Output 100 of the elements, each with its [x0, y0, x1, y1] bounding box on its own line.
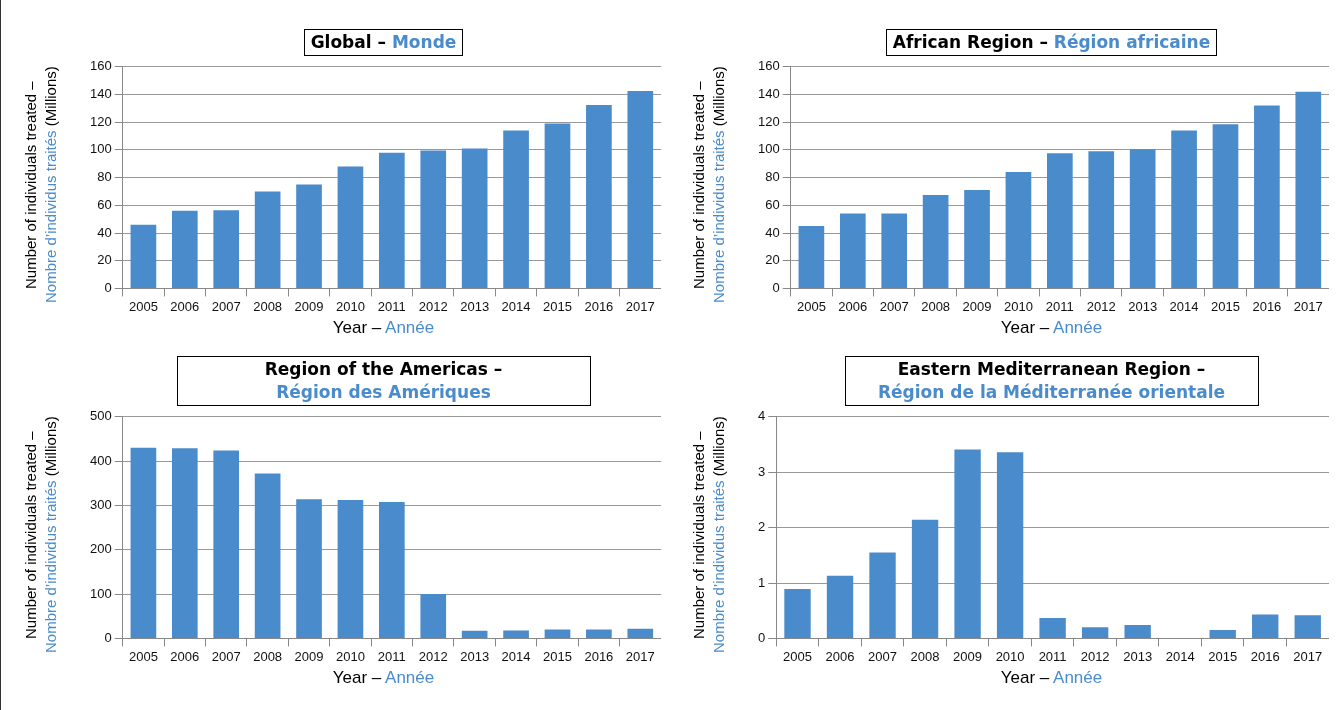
- y-tick-label: 20: [97, 252, 112, 268]
- x-axis-title: Year – Année: [332, 318, 435, 337]
- x-tick-label: 2016: [1250, 648, 1280, 664]
- x-tick-label: 2013: [1128, 298, 1158, 314]
- y-tick-label: 500: [89, 408, 112, 424]
- bar: [869, 552, 896, 638]
- y-tick-label: 300: [89, 497, 112, 513]
- bar: [784, 589, 811, 638]
- bar: [839, 213, 866, 288]
- y-tick-label: 0: [104, 629, 112, 645]
- y-tick-label: 100: [89, 585, 112, 601]
- y-tick-label: 200: [89, 541, 112, 557]
- y-axis-title: Number of individuals treated – Nombre d’individus traités (Millions): [22, 416, 59, 654]
- x-tick-label: 2006: [170, 298, 200, 314]
- bar: [254, 473, 281, 638]
- y-tick-label: 120: [89, 113, 112, 129]
- y-tick-label: 140: [89, 86, 112, 102]
- bar: [379, 152, 405, 288]
- y-axis-title: Number of individuals treated – Nombre d’individus traités (Millions): [690, 66, 727, 304]
- x-tick-label: 2014: [1165, 648, 1195, 664]
- y-tick-label: 160: [89, 58, 112, 74]
- x-tick-label: 2011: [1038, 648, 1067, 664]
- bar: [1295, 91, 1322, 288]
- bar: [586, 104, 612, 288]
- x-tick-label: 2005: [128, 648, 158, 664]
- y-tick-label: 80: [97, 169, 112, 185]
- x-tick-label: 2007: [211, 298, 241, 314]
- x-tick-label: 2008: [910, 648, 940, 664]
- x-tick-label: 2015: [1211, 298, 1240, 314]
- bar: [627, 628, 654, 638]
- x-tick-label: 2017: [1293, 298, 1323, 314]
- y-tick-label: 2: [758, 519, 766, 535]
- y-tick-label: 100: [757, 141, 780, 157]
- y-axis-title: Number of individuals treated – Nombre d’individus traités (Millions): [690, 416, 727, 654]
- chart-title: Global – Monde: [310, 32, 457, 52]
- chart-title: Region of the Americas – Région des Amériques: [264, 359, 503, 402]
- bar: [996, 452, 1024, 638]
- x-tick-label: 2017: [625, 648, 655, 664]
- bar: [1209, 630, 1236, 638]
- y-tick-label: 80: [765, 169, 780, 185]
- x-tick-label: 2015: [543, 298, 572, 314]
- bar: [911, 519, 939, 638]
- x-tick-label: 2014: [501, 298, 531, 314]
- y-tick-label: 40: [765, 224, 780, 240]
- x-tick-label: 2009: [953, 648, 983, 664]
- x-tick-label: 2012: [418, 298, 448, 314]
- x-tick-label: 2006: [170, 648, 200, 664]
- bar: [254, 191, 281, 288]
- x-tick-label: 2009: [962, 298, 992, 314]
- chart-title: African Region – Région africaine: [892, 32, 1211, 52]
- y-tick-label: 0: [758, 629, 766, 645]
- x-tick-label: 2013: [460, 298, 490, 314]
- x-tick-label: 2010: [335, 648, 365, 664]
- y-tick-label: 0: [772, 279, 780, 295]
- y-tick-label: 400: [89, 452, 112, 468]
- bar: [1088, 151, 1115, 288]
- y-tick-label: 60: [97, 196, 112, 212]
- bar: [627, 91, 654, 288]
- bar: [213, 450, 240, 638]
- bar: [171, 210, 198, 288]
- bar: [1212, 124, 1239, 288]
- x-tick-label: 2008: [921, 298, 951, 314]
- x-tick-label: 2015: [1208, 648, 1238, 664]
- y-tick-label: 1: [758, 574, 766, 590]
- x-tick-label: 2011: [377, 298, 406, 314]
- bar: [1005, 172, 1032, 288]
- bar: [296, 184, 322, 288]
- x-tick-label: 2007: [879, 298, 909, 314]
- bar: [1081, 627, 1109, 638]
- y-axis-title: Number of individuals treated – Nombre d’individus traités (Millions): [22, 66, 59, 304]
- x-tick-label: 2008: [253, 648, 283, 664]
- x-tick-label: 2013: [1123, 648, 1153, 664]
- bar: [1039, 617, 1066, 638]
- x-axis-title: Year – Année: [332, 668, 435, 687]
- bar: [881, 213, 908, 288]
- bar: [798, 226, 825, 288]
- bar: [586, 629, 612, 638]
- y-tick-label: 3: [758, 463, 766, 479]
- bar: [337, 166, 364, 288]
- bar: [1129, 149, 1156, 288]
- bar: [1124, 625, 1151, 638]
- x-axis-title: Year – Année: [1000, 668, 1103, 687]
- bar: [337, 500, 364, 638]
- bar: [171, 448, 198, 638]
- y-tick-label: 100: [89, 141, 112, 157]
- x-tick-label: 2014: [1169, 298, 1199, 314]
- x-tick-label: 2012: [418, 648, 448, 664]
- bar: [213, 210, 240, 288]
- x-tick-label: 2008: [253, 298, 283, 314]
- bar: [1294, 615, 1321, 638]
- x-tick-label: 2005: [783, 648, 812, 664]
- bar: [130, 224, 157, 288]
- bar: [826, 575, 854, 638]
- bar: [544, 123, 571, 288]
- x-tick-label: 2009: [294, 298, 324, 314]
- y-tick-label: 160: [757, 58, 780, 74]
- bar: [1171, 130, 1197, 288]
- bar: [503, 130, 529, 288]
- y-tick-label: 60: [765, 196, 780, 212]
- x-tick-label: 2012: [1080, 648, 1110, 664]
